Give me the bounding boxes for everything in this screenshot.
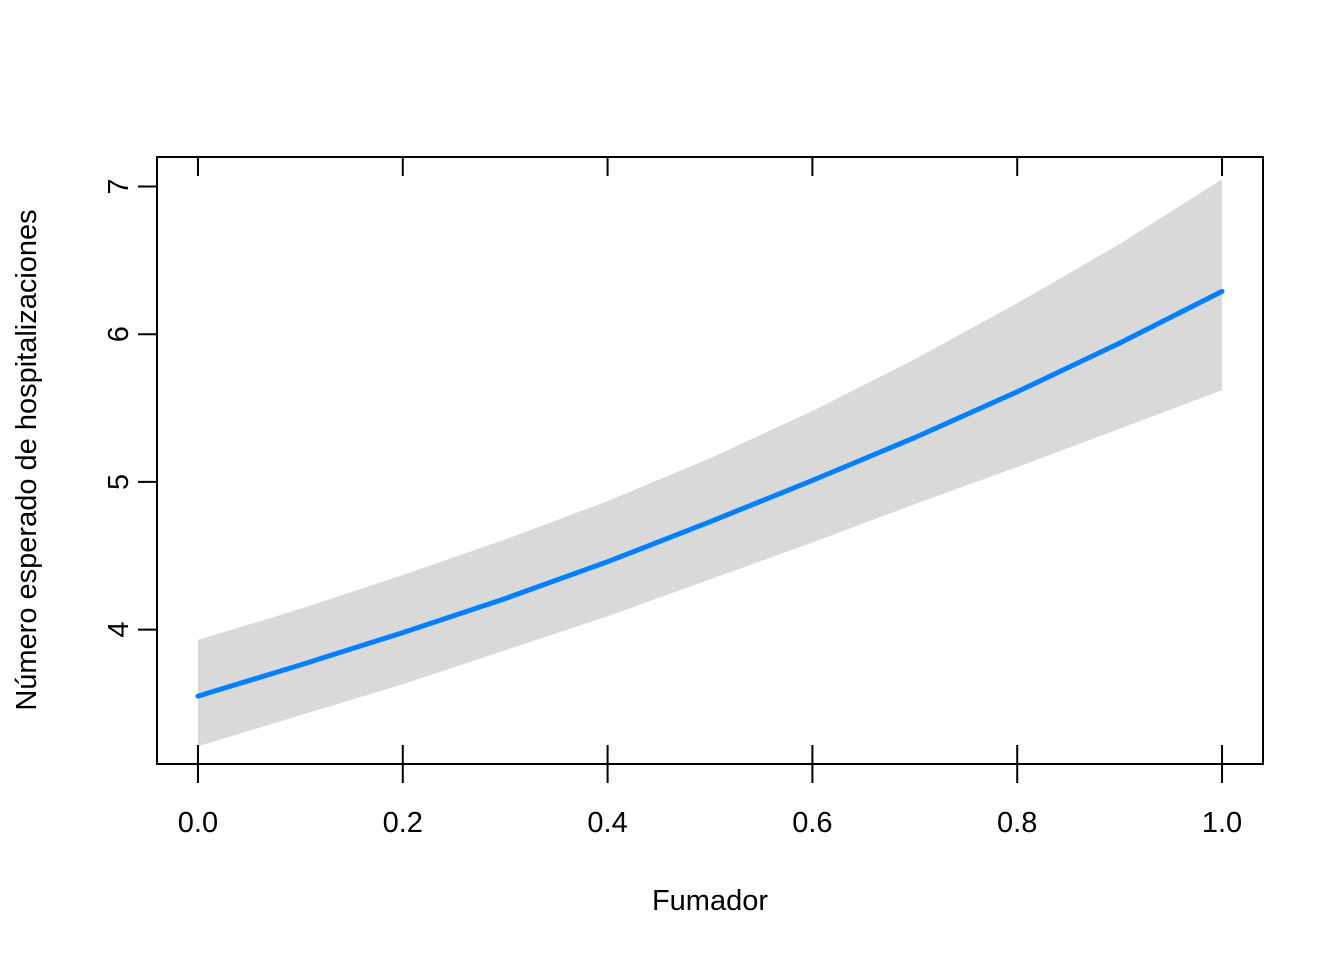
x-tick-label: 1.0 [1202,807,1242,839]
series-line [195,288,1225,699]
y-tick-label: 6 [103,326,135,342]
y-axis-label: Número esperado de hospitalizaciones [11,209,43,710]
x-axis: 0.0 0.2 0.4 0.6 0.8 1.0 [178,157,1242,839]
y-tick-label: 7 [103,178,135,194]
confidence-band [198,179,1222,747]
plot-frame [156,156,1264,765]
x-axis-label: Fumador [652,885,768,917]
x-tick-label: 0.2 [383,807,423,839]
y-tick-label: 4 [103,622,135,638]
y-axis: 4 5 6 7 [103,178,157,638]
x-tick-label: 0.4 [587,807,627,839]
x-tick-label: 0.6 [792,807,832,839]
x-tick-label: 0.0 [178,807,218,839]
plot-area [156,156,1264,765]
x-tick-label: 0.8 [997,807,1037,839]
y-tick-label: 5 [103,474,135,490]
